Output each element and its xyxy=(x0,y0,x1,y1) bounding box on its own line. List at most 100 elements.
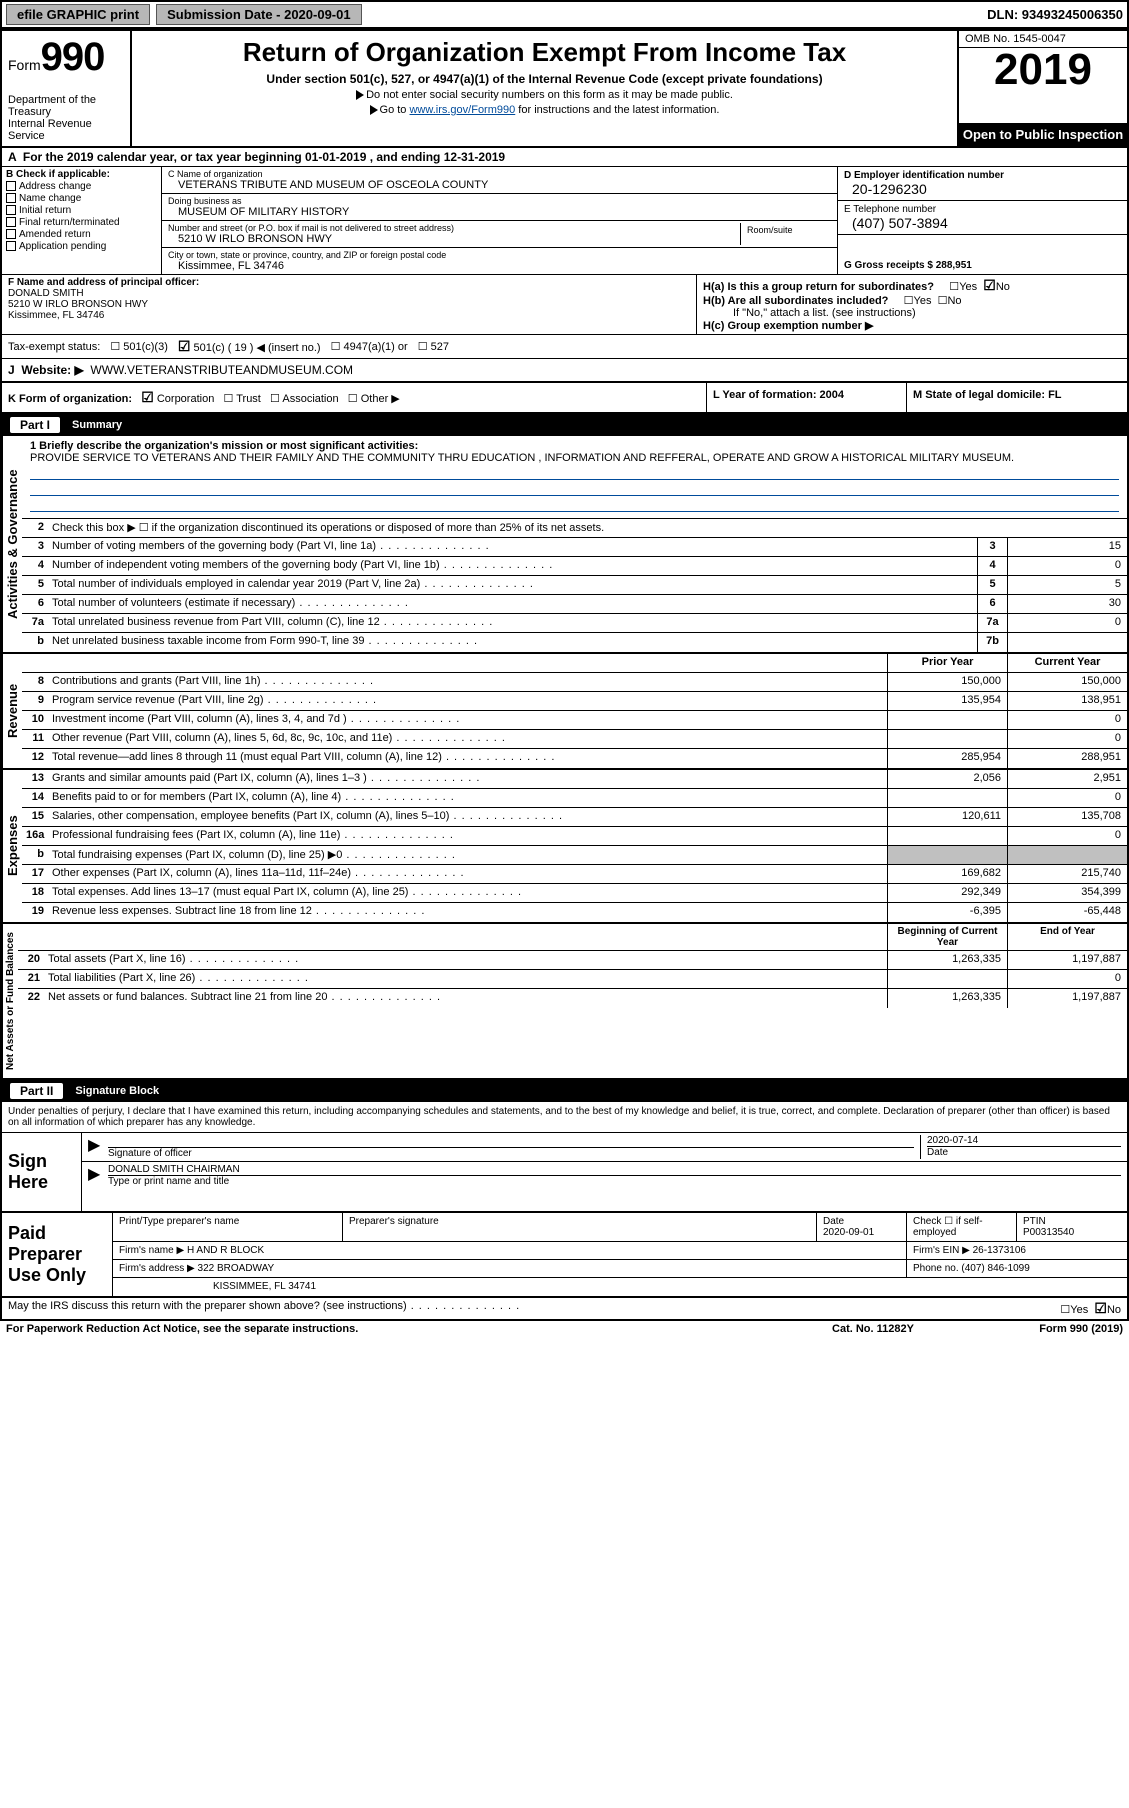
discuss-question: May the IRS discuss this return with the… xyxy=(8,1300,1060,1317)
form-ref: Form 990 (2019) xyxy=(973,1323,1123,1335)
tel-label: E Telephone number xyxy=(844,204,1121,215)
current-year-hdr: Current Year xyxy=(1007,654,1127,672)
mission-text: PROVIDE SERVICE TO VETERANS AND THEIR FA… xyxy=(30,452,1119,464)
section-activities-governance: Activities & Governance 1 Briefly descri… xyxy=(2,436,1127,654)
l-year-formation: L Year of formation: 2004 xyxy=(707,383,907,412)
table-row: 6Total number of volunteers (estimate if… xyxy=(22,595,1127,614)
table-row: 7aTotal unrelated business revenue from … xyxy=(22,614,1127,633)
tel-value: (407) 507-3894 xyxy=(844,215,1121,231)
form-subtitle: Under section 501(c), 527, or 4947(a)(1)… xyxy=(140,72,949,86)
submission-date-label: Submission Date - 2020-09-01 xyxy=(156,4,362,25)
tax-status-label: Tax-exempt status: xyxy=(8,341,100,353)
prep-ptin-hdr: PTIN xyxy=(1023,1216,1046,1227)
officer-addr2: Kissimmee, FL 34746 xyxy=(8,310,690,321)
firm-ein: 26-1373106 xyxy=(973,1245,1026,1256)
chk-initial-return[interactable]: Initial return xyxy=(6,205,157,216)
table-row: bTotal fundraising expenses (Part IX, co… xyxy=(22,846,1127,865)
table-row: 5Total number of individuals employed in… xyxy=(22,576,1127,595)
org-name: VETERANS TRIBUTE AND MUSEUM OF OSCEOLA C… xyxy=(168,179,831,191)
irs-link[interactable]: www.irs.gov/Form990 xyxy=(409,104,515,116)
chk-amended-return[interactable]: Amended return xyxy=(6,229,157,240)
section-net-assets: Net Assets or Fund Balances Beginning of… xyxy=(2,924,1127,1080)
firm-addr1: 322 BROADWAY xyxy=(198,1263,275,1274)
firm-name: H AND R BLOCK xyxy=(187,1245,264,1256)
paid-preparer-label: Paid Preparer Use Only xyxy=(2,1213,112,1296)
chk-final-return[interactable]: Final return/terminated xyxy=(6,217,157,228)
chk-501c19[interactable]: ☑ 501(c) ( 19 ) ◀ (insert no.) xyxy=(178,338,321,355)
ein-label: D Employer identification number xyxy=(844,170,1121,181)
instructions-note: Go to www.irs.gov/Form990 for instructio… xyxy=(140,104,949,116)
room-label: Room/suite xyxy=(747,225,825,235)
m-state-domicile: M State of legal domicile: FL xyxy=(907,383,1127,412)
table-row: 18Total expenses. Add lines 13–17 (must … xyxy=(22,884,1127,903)
sig-date-label: Date xyxy=(927,1146,1121,1158)
dba-value: MUSEUM OF MILITARY HISTORY xyxy=(168,206,831,218)
chk-name-change[interactable]: Name change xyxy=(6,193,157,204)
website-row: J Website: ▶ WWW.VETERANSTRIBUTEANDMUSEU… xyxy=(2,359,1127,383)
part2-tag: Part II xyxy=(10,1083,63,1099)
paid-preparer-block: Paid Preparer Use Only Print/Type prepar… xyxy=(2,1213,1127,1298)
table-row: bNet unrelated business taxable income f… xyxy=(22,633,1127,652)
officer-label: F Name and address of principal officer: xyxy=(8,277,690,288)
part1-header: Part I Summary xyxy=(2,414,1127,436)
sig-name-label: Type or print name and title xyxy=(108,1175,1121,1187)
firm-ein-label: Firm's EIN ▶ xyxy=(913,1245,970,1256)
vtab-net-assets: Net Assets or Fund Balances xyxy=(2,924,18,1078)
vtab-expenses: Expenses xyxy=(2,770,22,922)
ssn-note: Do not enter social security numbers on … xyxy=(140,89,949,101)
firm-phone: (407) 846-1099 xyxy=(961,1263,1029,1274)
klm-row: K Form of organization: ☑ Corporation ☐ … xyxy=(2,383,1127,414)
city-label: City or town, state or province, country… xyxy=(168,250,831,260)
chk-address-change[interactable]: Address change xyxy=(6,181,157,192)
period-row: A For the 2019 calendar year, or tax yea… xyxy=(2,148,1127,167)
mission-q: 1 Briefly describe the organization's mi… xyxy=(30,440,1119,452)
officer-addr1: 5210 W IRLO BRONSON HWY xyxy=(8,299,690,310)
prep-name-hdr: Print/Type preparer's name xyxy=(113,1213,343,1241)
chk-4947a1[interactable]: ☐ 4947(a)(1) or xyxy=(331,340,408,353)
part1-tag: Part I xyxy=(10,417,60,433)
firm-addr2: KISSIMMEE, FL 34741 xyxy=(113,1278,1127,1295)
chk-501c3[interactable]: ☐ 501(c)(3) xyxy=(110,340,168,353)
vtab-activities: Activities & Governance xyxy=(2,436,22,652)
table-row: 4Number of independent voting members of… xyxy=(22,557,1127,576)
arrow-icon: ▶ xyxy=(88,1135,108,1159)
pwra-notice: For Paperwork Reduction Act Notice, see … xyxy=(6,1323,773,1335)
sig-date: 2020-07-14 xyxy=(927,1135,1121,1146)
section-expenses: Expenses 13Grants and similar amounts pa… xyxy=(2,770,1127,924)
col-b-checkboxes: B Check if applicable: Address change Na… xyxy=(2,167,162,274)
dept-treasury: Department of the Treasury xyxy=(8,94,124,118)
q2-text: Check this box ▶ ☐ if the organization d… xyxy=(48,519,1127,537)
part2-header: Part II Signature Block xyxy=(2,1080,1127,1102)
vtab-revenue: Revenue xyxy=(2,654,22,768)
cat-no: Cat. No. 11282Y xyxy=(773,1323,973,1335)
discuss-row: May the IRS discuss this return with the… xyxy=(2,1298,1127,1319)
table-row: 21Total liabilities (Part X, line 26)0 xyxy=(18,970,1127,989)
chk-application-pending[interactable]: Application pending xyxy=(6,241,157,252)
form-header: Form990 Department of the Treasury Inter… xyxy=(2,31,1127,148)
form-title: Return of Organization Exempt From Incom… xyxy=(140,37,949,68)
table-row: 14Benefits paid to or for members (Part … xyxy=(22,789,1127,808)
section-revenue: Revenue Prior YearCurrent Year 8Contribu… xyxy=(2,654,1127,770)
table-row: 20Total assets (Part X, line 16)1,263,33… xyxy=(18,951,1127,970)
sig-officer-label: Signature of officer xyxy=(108,1147,914,1159)
ein-value: 20-1296230 xyxy=(844,181,1121,197)
row-f-h: F Name and address of principal officer:… xyxy=(2,275,1127,335)
form-990-container: Form990 Department of the Treasury Inter… xyxy=(0,29,1129,1321)
city-value: Kissimmee, FL 34746 xyxy=(168,260,831,272)
open-public-badge: Open to Public Inspection xyxy=(959,123,1127,146)
officer-name: DONALD SMITH xyxy=(8,288,690,299)
efile-button[interactable]: efile GRAPHIC print xyxy=(6,4,150,25)
tax-year: 2019 xyxy=(959,48,1127,92)
hb-note: If "No," attach a list. (see instruction… xyxy=(703,307,1121,319)
part1-title: Summary xyxy=(72,419,122,431)
prep-check-hdr: Check ☐ if self-employed xyxy=(907,1213,1017,1241)
tax-status-row: Tax-exempt status: ☐ 501(c)(3) ☑ 501(c) … xyxy=(2,335,1127,359)
table-row: 12Total revenue—add lines 8 through 11 (… xyxy=(22,749,1127,768)
table-row: 10Investment income (Part VIII, column (… xyxy=(22,711,1127,730)
sig-name: DONALD SMITH CHAIRMAN xyxy=(108,1164,1121,1175)
dba-label: Doing business as xyxy=(168,196,831,206)
irs-label: Internal Revenue Service xyxy=(8,118,124,142)
chk-527[interactable]: ☐ 527 xyxy=(418,340,449,353)
addr-label: Number and street (or P.O. box if mail i… xyxy=(168,223,740,233)
org-name-label: C Name of organization xyxy=(168,169,831,179)
